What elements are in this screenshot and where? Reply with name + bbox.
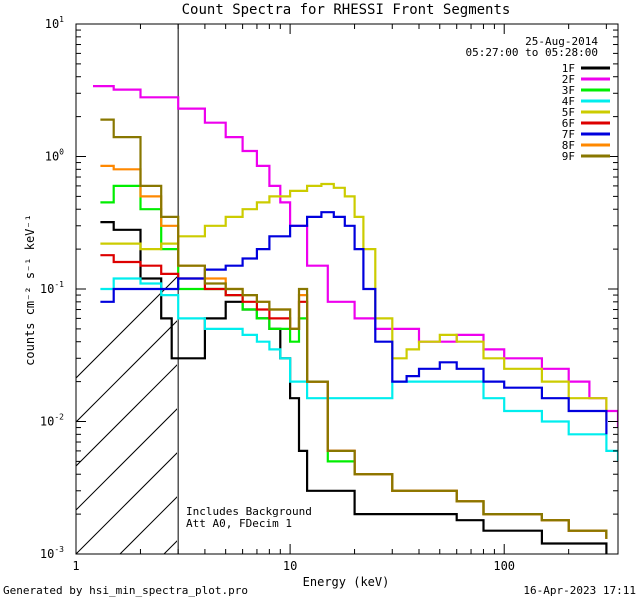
series-line-7f (100, 211, 608, 435)
y-tick-label: 101 (45, 15, 64, 31)
series-line-2f (93, 85, 618, 428)
axis-ticks (75, 23, 618, 555)
series-line-9f (100, 118, 608, 539)
y-tick-labels: 10-3 10-2 10-1 100 101 (40, 15, 64, 561)
x-tick-label: 1 (72, 559, 79, 573)
legend-label-8f: 8F (562, 139, 575, 152)
x-tick-label: 100 (493, 559, 515, 573)
chart-title: Count Spectra for RHESSI Front Segments (182, 2, 511, 18)
series-line-5f (100, 182, 608, 422)
hatch-line (384, 24, 640, 554)
date-label: 25-Aug-2014 (525, 35, 598, 48)
series-line-8f (100, 164, 608, 539)
legend-label-5f: 5F (562, 106, 575, 119)
legend-label-2f: 2F (562, 73, 575, 86)
series-layer (93, 85, 618, 554)
y-tick-label: 10-1 (40, 280, 64, 296)
annotation-background: Includes Background (186, 505, 312, 518)
legend-label-6f: 6F (562, 117, 575, 130)
hatch-line (208, 24, 640, 554)
footer-timestamp: 16-Apr-2023 17:11 (523, 584, 636, 597)
y-tick-label: 100 (45, 148, 64, 164)
annotation-attenuator: Att A0, FDecim 1 (186, 517, 292, 530)
footer-generated-by: Generated by hsi_min_spectra_plot.pro (3, 584, 248, 597)
legend-label-3f: 3F (562, 84, 575, 97)
x-axis-label: Energy (keV) (303, 575, 390, 589)
x-tick-labels: 1 10 100 (72, 559, 515, 573)
hatch-line (296, 24, 640, 554)
legend-label-9f: 9F (562, 150, 575, 163)
background-hatch-region (76, 24, 640, 554)
series-line-4f (100, 277, 618, 462)
hatch-line (76, 408, 177, 511)
hatch-line (252, 24, 640, 554)
x-tick-label: 10 (283, 559, 297, 573)
legend-label-4f: 4F (562, 95, 575, 108)
y-tick-label: 10-2 (40, 413, 64, 429)
y-axis-label: counts cm⁻² s⁻¹ keV⁻¹ (23, 214, 37, 366)
series-line-3f (100, 184, 608, 539)
legend-label-1f: 1F (562, 62, 575, 75)
hatch-line (516, 24, 640, 554)
hatch-line (76, 452, 177, 554)
time-range-label: 05:27:00 to 05:28:00 (466, 46, 598, 59)
series-line-6f (100, 254, 608, 539)
y-tick-label: 10-3 (40, 545, 64, 561)
legend-label-7f: 7F (562, 128, 575, 141)
